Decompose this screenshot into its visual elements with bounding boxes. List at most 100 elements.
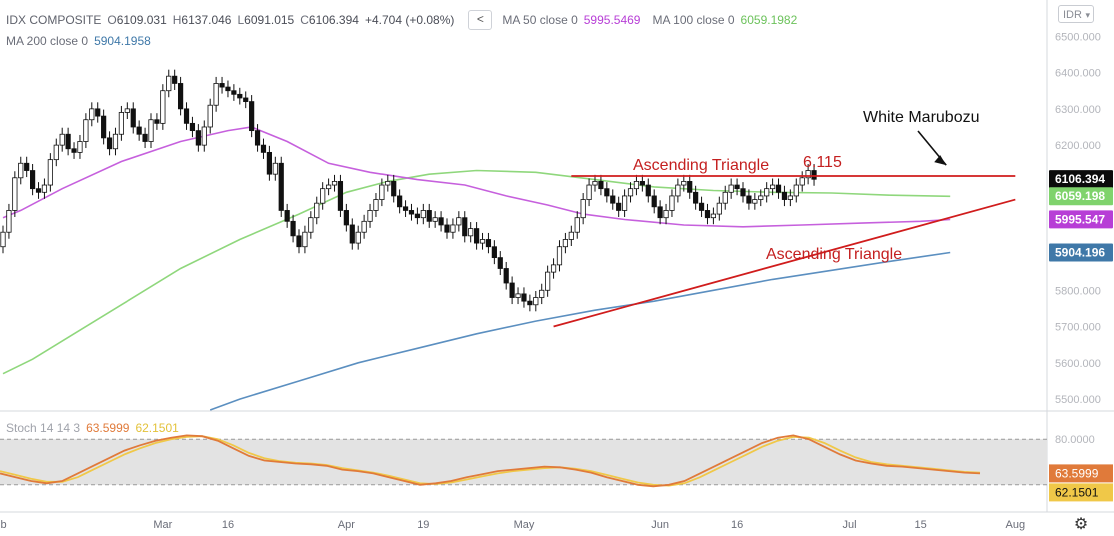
candle-body <box>148 119 154 142</box>
currency-label: IDR <box>1063 9 1082 21</box>
high-label: H <box>172 13 182 27</box>
x-tick-label: Jul <box>843 519 857 531</box>
candle-body <box>65 133 71 150</box>
candle-body <box>497 257 503 269</box>
candle-body <box>101 115 107 139</box>
ma50-label[interactable]: MA 50 close 0 <box>502 13 578 27</box>
candle-body <box>260 144 267 153</box>
candle-body <box>59 133 65 146</box>
ma50-value: 5995.5469 <box>583 13 641 27</box>
ma100-label[interactable]: MA 100 close 0 <box>652 13 735 27</box>
chevron-down-icon: ▾ <box>1085 10 1090 20</box>
symbol-name[interactable]: IDX COMPOSITE <box>6 13 102 27</box>
candle-body <box>272 162 278 175</box>
candle-body <box>456 217 462 226</box>
stoch-d-badge <box>1049 483 1113 502</box>
candle-body <box>698 202 705 211</box>
price-badge <box>1049 187 1113 206</box>
candle-body <box>71 148 77 153</box>
candle-body <box>166 75 172 92</box>
price-badge-label: 6059.198 <box>1055 189 1105 203</box>
x-tick-label: Feb <box>0 519 7 531</box>
gear-icon[interactable]: ⚙ <box>1073 516 1089 533</box>
candle-body <box>468 228 474 237</box>
stoch-label[interactable]: Stoch 14 14 3 <box>6 421 81 435</box>
candle-body <box>296 235 302 248</box>
x-tick-label: May <box>514 519 535 531</box>
candle-body <box>473 228 480 244</box>
candle-body <box>479 239 486 244</box>
candle-body <box>0 231 6 248</box>
price-badge <box>1049 243 1113 262</box>
candle-body <box>740 188 746 197</box>
candle-body <box>95 108 101 117</box>
candle-body <box>177 83 184 110</box>
ma100-line <box>2 169 951 375</box>
candle-body <box>728 184 734 193</box>
x-tick-label: 16 <box>731 519 743 531</box>
candle-body <box>278 162 284 211</box>
arrow-head <box>934 155 947 166</box>
candle-body <box>722 191 728 204</box>
candle-body <box>758 195 764 200</box>
candle-body <box>18 162 24 179</box>
candle-body <box>106 137 113 150</box>
candle-body <box>710 213 717 219</box>
candle-body <box>314 202 320 219</box>
candle-body <box>799 177 805 186</box>
candle-body <box>574 217 580 233</box>
candle-body <box>361 220 367 233</box>
candle-body <box>35 188 42 193</box>
price-badge-label: 5904.196 <box>1055 245 1105 259</box>
open-label: O <box>107 13 117 27</box>
candle-body <box>308 217 314 233</box>
x-tick-label: Mar <box>153 519 172 531</box>
x-tick-label: 16 <box>222 519 234 531</box>
candle-body <box>556 246 563 266</box>
candle-body <box>225 86 231 92</box>
stoch-band <box>0 439 1047 485</box>
candle-body <box>89 108 95 121</box>
candle-body <box>29 170 36 190</box>
candle-body <box>349 224 355 244</box>
candle-body <box>693 191 699 204</box>
open-value: 6109.031 <box>116 13 167 27</box>
candle-body <box>438 217 444 226</box>
candle-body <box>136 126 142 135</box>
candle-body <box>716 202 722 215</box>
stoch-k-badge-label: 63.5999 <box>1055 466 1099 480</box>
candle-body <box>633 181 640 190</box>
candle-body <box>645 184 651 197</box>
candle-body <box>41 184 48 193</box>
candle-body <box>414 213 421 219</box>
stoch-d-badge-label: 62.1501 <box>1055 485 1099 499</box>
candle-body <box>704 210 711 219</box>
candle-body <box>53 144 59 161</box>
support-line <box>553 198 1016 328</box>
collapse-legend-button[interactable]: < <box>468 10 493 30</box>
candle-body <box>231 90 237 95</box>
candle-body <box>195 130 201 146</box>
x-tick-label: Aug <box>1006 519 1026 531</box>
candle-body <box>627 188 634 197</box>
candle-body <box>201 126 207 146</box>
candle-body <box>568 231 574 240</box>
candle-body <box>775 184 782 193</box>
candle-body <box>355 231 361 244</box>
candle-body <box>249 101 255 132</box>
resistance-value: 6.115 <box>803 154 842 171</box>
candle-body <box>77 141 83 153</box>
low-label: L <box>237 13 245 27</box>
stoch-d-value: 62.1501 <box>135 421 179 435</box>
candle-body <box>663 210 669 219</box>
white-marubozu-label: White Marubozu <box>863 109 980 126</box>
currency-select[interactable]: IDR ▾ <box>1058 5 1094 23</box>
candle-body <box>604 188 610 197</box>
ma200-label[interactable]: MA 200 close 0 <box>6 34 89 48</box>
candle-body <box>172 75 178 84</box>
x-tick-label: 19 <box>417 519 429 531</box>
candle-body <box>550 264 557 273</box>
candle-body <box>805 170 811 179</box>
